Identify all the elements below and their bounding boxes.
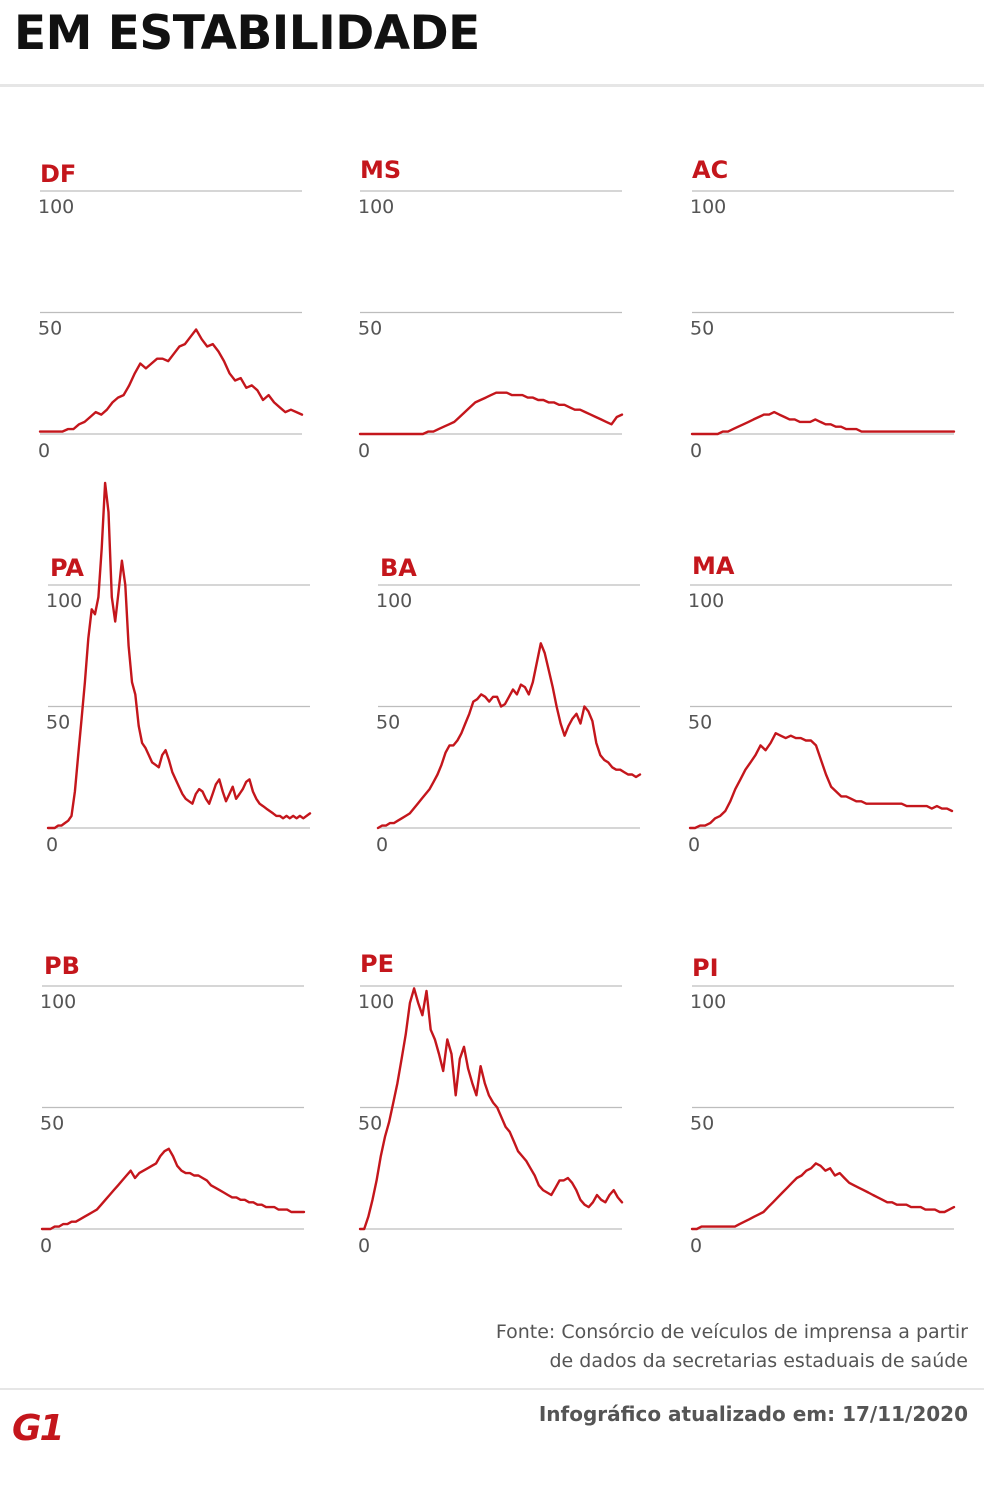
y-tick-label: 0: [690, 440, 702, 462]
g1-logo: G1: [12, 1408, 65, 1449]
y-tick-label: 0: [46, 834, 58, 856]
y-tick-label: 0: [688, 834, 700, 856]
chart-ma: 0 50 100 MA: [688, 552, 954, 856]
series-line: [358, 987, 624, 1231]
state-label: MS: [360, 156, 401, 184]
y-tick-label: 50: [358, 318, 382, 340]
y-tick-label: 0: [376, 834, 388, 856]
series-line: [376, 642, 642, 830]
y-tick-label: 100: [690, 991, 726, 1013]
y-tick-label: 100: [358, 196, 394, 218]
y-tick-label: 50: [376, 712, 400, 734]
y-tick-label: 0: [358, 440, 370, 462]
chart-pa: 0 50 100 PA: [46, 481, 312, 856]
y-tick-label: 100: [358, 991, 394, 1013]
y-tick-label: 0: [40, 1235, 52, 1257]
y-tick-label: 50: [38, 318, 62, 340]
chart-ba: 0 50 100 BA: [376, 554, 642, 856]
state-label: DF: [40, 160, 76, 188]
y-tick-label: 0: [358, 1235, 370, 1257]
state-label: BA: [380, 554, 417, 582]
updated-date: Infográfico atualizado em: 17/11/2020: [538, 1402, 968, 1426]
page-title: EM ESTABILIDADE: [14, 6, 480, 61]
y-tick-label: 0: [690, 1235, 702, 1257]
state-label: PI: [692, 954, 719, 982]
y-tick-label: 50: [358, 1113, 382, 1135]
y-tick-label: 100: [46, 590, 82, 612]
series-line: [46, 481, 312, 830]
y-tick-label: 0: [38, 440, 50, 462]
y-tick-label: 50: [688, 712, 712, 734]
y-tick-label: 50: [46, 712, 70, 734]
series-line: [40, 1147, 306, 1231]
y-tick-label: 50: [690, 1113, 714, 1135]
y-tick-label: 100: [38, 196, 74, 218]
state-label: PE: [360, 950, 394, 978]
chart-df: 0 50 100 DF: [38, 160, 304, 462]
chart-pi: 0 50 100 PI: [690, 954, 956, 1257]
y-tick-label: 100: [40, 991, 76, 1013]
y-tick-label: 50: [40, 1113, 64, 1135]
series-line: [690, 410, 956, 436]
chart-pe: 0 50 100 PE: [358, 950, 624, 1257]
state-label: PB: [44, 952, 80, 980]
y-tick-label: 100: [376, 590, 412, 612]
y-tick-label: 50: [690, 318, 714, 340]
series-line: [38, 328, 304, 433]
source-note: Fonte: Consórcio de veículos de imprensa…: [268, 1318, 968, 1376]
source-line-2: de dados da secretarias estaduais de saú…: [549, 1350, 968, 1372]
state-label: PA: [50, 554, 84, 582]
state-label: MA: [692, 552, 735, 580]
chart-pb: 0 50 100 PB: [40, 952, 306, 1257]
footer-divider: [0, 1388, 984, 1390]
small-multiples-charts: 0 50 100 DF 0 50 100 MS 0 50 100 AC 0 50 100 PA 0 50 100 BA…: [38, 156, 956, 1257]
series-line: [688, 732, 954, 830]
chart-ms: 0 50 100 MS: [358, 156, 624, 462]
source-line-1: Fonte: Consórcio de veículos de imprensa…: [495, 1321, 968, 1343]
series-line: [690, 1162, 956, 1231]
title-divider: [0, 84, 984, 87]
chart-ac: 0 50 100 AC: [690, 156, 956, 462]
state-label: AC: [692, 156, 728, 184]
series-line: [358, 391, 624, 436]
y-tick-label: 100: [690, 196, 726, 218]
y-tick-label: 100: [688, 590, 724, 612]
